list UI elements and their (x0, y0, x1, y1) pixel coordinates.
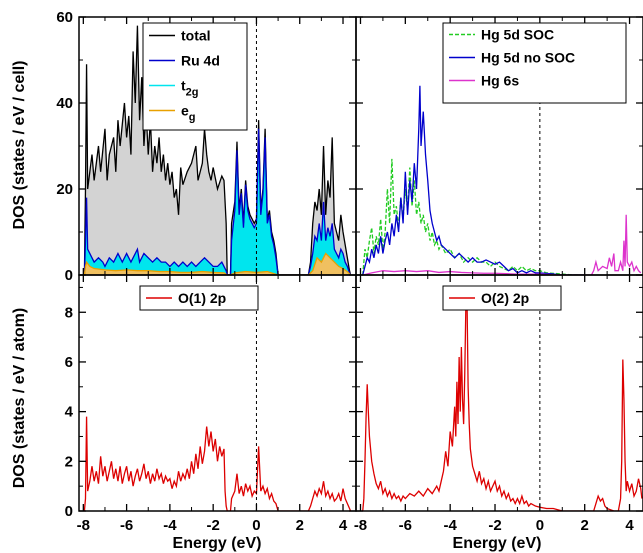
series-line-eg (83, 252, 352, 275)
x-tick-label: 0 (252, 517, 260, 534)
series-line-hg-5d-soc (362, 158, 585, 275)
legend-label: Hg 5d no SOC (481, 50, 575, 66)
x-tick-label: 4 (339, 517, 348, 534)
y-tick-label: 6 (65, 354, 73, 371)
ylabel-bottom: DOS (states / eV / atom) (11, 308, 28, 489)
legend-label: O(2) 2p (481, 290, 529, 306)
x-tick-label: 4 (625, 517, 634, 534)
x-tick-label: 2 (581, 517, 589, 534)
legend-box (442, 22, 627, 104)
legend-label: Hg 5d SOC (481, 27, 554, 43)
y-tick-label: 8 (65, 304, 73, 321)
panel-frame (355, 274, 643, 512)
x-tick-label: -8 (77, 517, 90, 534)
series-line-ru-4d (83, 128, 352, 275)
x-tick-label: 2 (296, 517, 304, 534)
legend-label-subscript: g (189, 112, 196, 124)
y-tick-label: 60 (56, 9, 73, 26)
x-tick-label: -2 (207, 517, 220, 534)
y-tick-label: 40 (56, 95, 73, 112)
plot-area-bottom-left (83, 416, 352, 511)
plot-area-bottom-right (362, 297, 643, 511)
fill-total (84, 25, 351, 275)
legend-label: Ru 4d (181, 53, 220, 69)
panel-bottom-left: -8 -6 -4 -2 0 2 4 0 2 4 6 8 O(1) 2p (65, 274, 357, 534)
panel-top-right: Hg 5d SOC Hg 5d no SOC Hg 6s (355, 16, 643, 276)
y-tick-label: 2 (65, 453, 73, 470)
legend-box (139, 285, 259, 311)
x-tick-label: -6 (399, 517, 412, 534)
x-tick-label: -4 (163, 517, 177, 534)
legend-label: total (181, 28, 211, 44)
legend-bottom-right: O(2) 2p (442, 285, 562, 311)
legend-label-subscript: 2g (186, 87, 199, 99)
x-tick-label: -8 (354, 517, 367, 534)
legend-label: Hg 6s (481, 73, 519, 89)
xlabel-left: Energy (eV) (173, 535, 262, 552)
plot-area-top-left (83, 25, 352, 275)
xlabel-right: Energy (eV) (453, 535, 542, 552)
y-tick-label: 4 (65, 404, 74, 421)
panel-bottom-right: -8 -6 -4 -2 0 2 4 O(2) 2p (354, 274, 643, 534)
x-tick-label: -4 (444, 517, 458, 534)
series-line-o-2-2p (362, 297, 643, 511)
legend-box (142, 22, 248, 131)
y-tick-label: 20 (56, 181, 73, 198)
plot-area-top-right (362, 85, 642, 275)
series-line-total (83, 25, 352, 275)
x-tick-label: -2 (488, 517, 501, 534)
y-tick-label: 0 (65, 267, 73, 284)
ylabel-top: DOS (states / eV / cell) (11, 61, 28, 230)
fill-eg (84, 253, 351, 275)
x-tick-label: 0 (536, 517, 544, 534)
legend-label: O(1) 2p (178, 290, 226, 306)
series-line-hg-6s (362, 214, 642, 275)
legend-top-right: Hg 5d SOC Hg 5d no SOC Hg 6s (442, 22, 627, 104)
x-tick-label: -6 (120, 517, 133, 534)
series-line-hg-5d-no-soc (362, 85, 585, 275)
legend-bottom-left: O(1) 2p (139, 285, 259, 311)
series-line-o-1-2p (83, 416, 352, 511)
y-tick-label: 0 (65, 503, 73, 520)
